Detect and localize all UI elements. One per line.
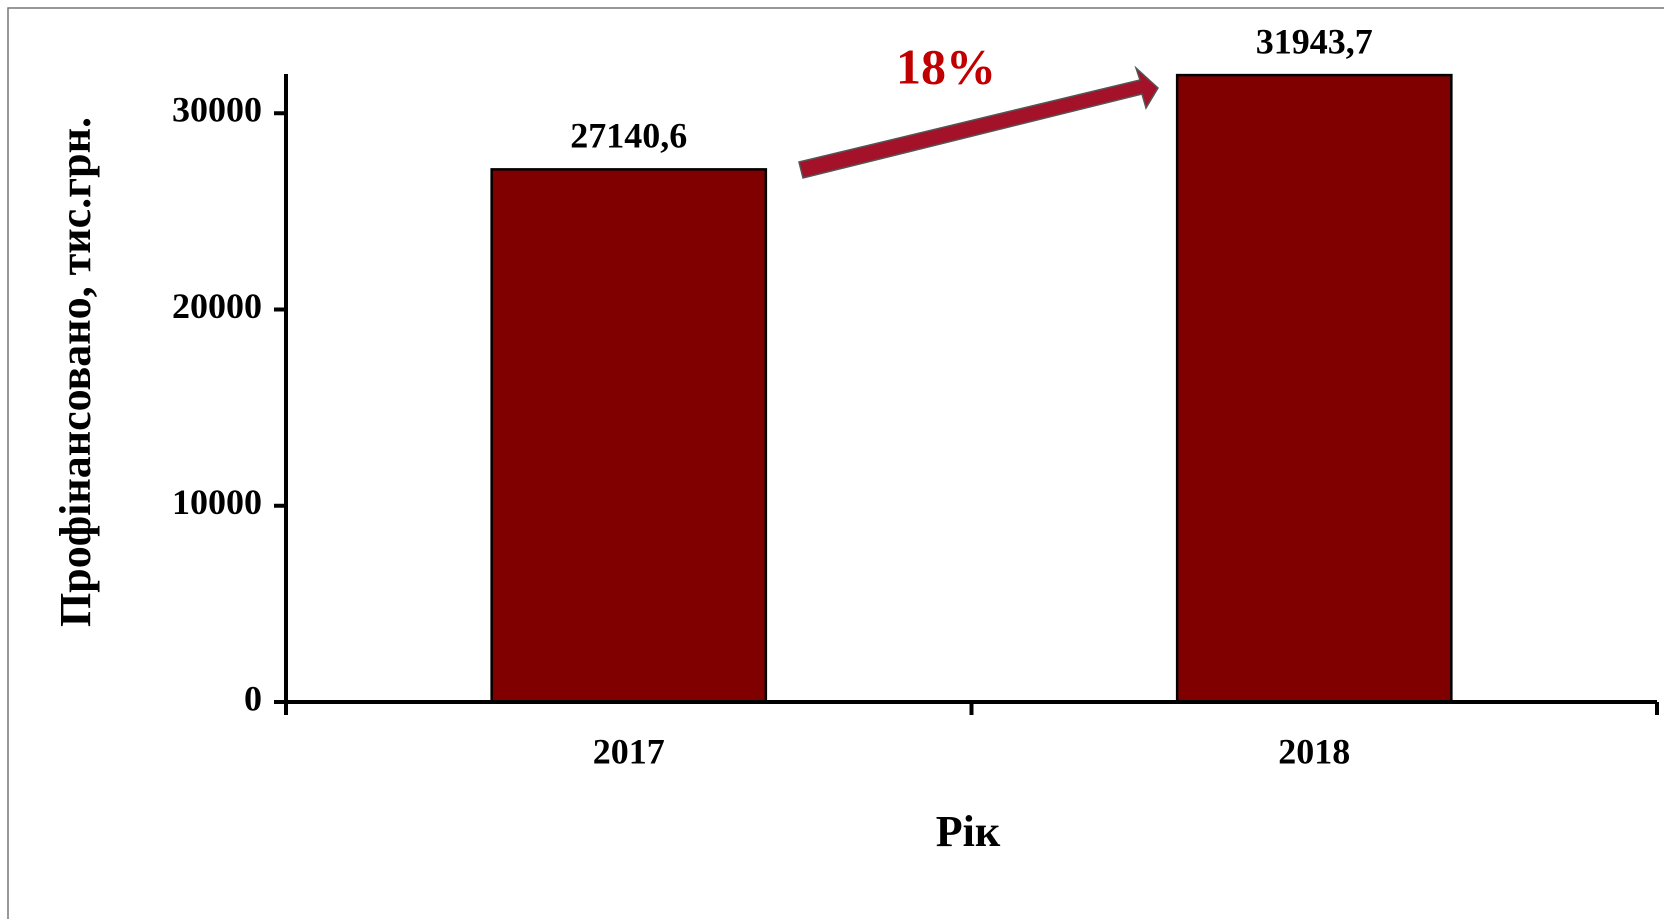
x-tick-label: 2018 — [1278, 731, 1350, 771]
bar — [490, 168, 768, 704]
data-label: 27140,6 — [570, 116, 687, 156]
growth-arrow — [798, 65, 1159, 179]
x-tick-label: 2017 — [593, 731, 665, 771]
frame — [7, 7, 1664, 919]
annotation: 18% — [896, 38, 996, 94]
y-tick-label: 10000 — [172, 482, 262, 522]
x-axis-label: Рік — [936, 807, 1001, 856]
y-tick-label: 30000 — [172, 90, 262, 130]
bar — [1175, 73, 1453, 704]
y-tick-label: 20000 — [172, 286, 262, 326]
y-tick-label: 0 — [244, 678, 262, 718]
data-label: 31943,7 — [1256, 21, 1373, 61]
y-axis-label: Профінансовано, тис.грн. — [51, 117, 100, 627]
